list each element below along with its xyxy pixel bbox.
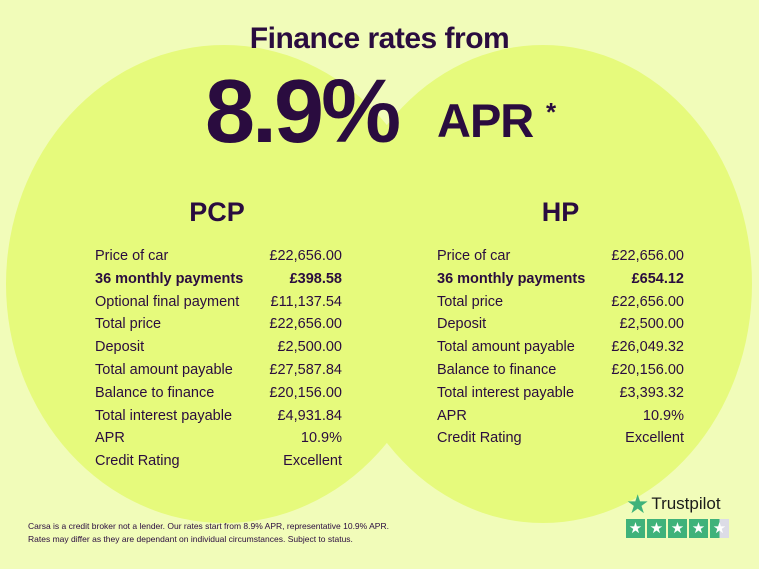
trustpilot-badge: ★ Trustpilot ★ ★ ★ ★ ★ (626, 489, 729, 538)
hp-row: APR 10.9% (437, 405, 684, 428)
row-value: £20,156.00 (611, 361, 684, 378)
row-value: £2,500.00 (277, 339, 342, 356)
trustpilot-name: Trustpilot (651, 494, 721, 513)
row-value: £22,656.00 (269, 316, 342, 333)
star-icon: ★ (626, 489, 650, 519)
row-value: £2,500.00 (619, 316, 684, 333)
disclaimer-line-2: Rates may differ as they are dependant o… (28, 534, 353, 544)
hp-row: Total amount payable £26,049.32 (437, 336, 684, 359)
row-label: Credit Rating (437, 430, 522, 447)
row-value: £3,393.32 (619, 384, 684, 401)
rate-suffix: APR (437, 94, 534, 147)
pcp-row: Credit Rating Excellent (95, 450, 342, 473)
row-label: 36 monthly payments (437, 270, 586, 287)
row-value: £4,931.84 (277, 407, 342, 424)
hp-row: Total price £22,656.00 (437, 291, 684, 314)
row-value: £398.58 (289, 270, 342, 287)
pcp-row: Price of car £22,656.00 (95, 245, 342, 268)
pcp-row: Total interest payable £4,931.84 (95, 405, 342, 428)
pcp-row: Total amount payable £27,587.84 (95, 359, 342, 382)
trustpilot-rating: ★ ★ ★ ★ ★ (626, 519, 729, 538)
pcp-row: Total price £22,656.00 (95, 313, 342, 336)
row-label: Deposit (437, 316, 487, 333)
row-label: Balance to finance (95, 384, 215, 401)
right-circle-bg (334, 45, 752, 523)
rating-star-icon: ★ (647, 519, 666, 538)
row-label: Total price (437, 293, 504, 310)
row-value: £11,137.54 (270, 293, 343, 310)
row-value: £20,156.00 (269, 384, 342, 401)
row-value: 10.9% (300, 430, 342, 447)
hp-table: HP Price of car £22,656.00 36 monthly paym… (437, 197, 684, 450)
row-label: Deposit (95, 339, 145, 356)
row-label: Total interest payable (437, 384, 575, 401)
row-value: £22,656.00 (269, 248, 342, 264)
row-label: APR (95, 430, 125, 447)
rating-star-icon: ★ (626, 519, 645, 538)
hp-row: Credit Rating Excellent (437, 427, 684, 450)
row-value: £27,587.84 (269, 361, 342, 378)
rate-value: 8.9% (205, 62, 401, 162)
row-value: Excellent (625, 430, 684, 447)
row-label: Total amount payable (437, 339, 575, 356)
row-label: Price of car (437, 248, 511, 264)
row-label: Total amount payable (95, 361, 233, 378)
row-label: 36 monthly payments (95, 270, 244, 287)
row-label: Total interest payable (95, 407, 233, 424)
row-label: Optional final payment (95, 293, 240, 310)
row-label: Balance to finance (437, 361, 557, 378)
pcp-table: PCP Price of car £22,656.00 36 monthly pay… (95, 197, 342, 473)
pcp-row: Balance to finance £20,156.00 (95, 382, 342, 405)
row-value: £22,656.00 (611, 248, 684, 264)
hp-row: Deposit £2,500.00 (437, 313, 684, 336)
hp-row: Balance to finance £20,156.00 (437, 359, 684, 382)
rating-star-icon: ★ (689, 519, 708, 538)
hp-row: 36 monthly payments £654.12 (437, 268, 684, 291)
row-value: £654.12 (631, 270, 684, 287)
rating-star-icon: ★ (668, 519, 687, 538)
pcp-row: APR 10.9% (95, 427, 342, 450)
headline: Finance rates from (249, 22, 510, 55)
row-label: APR (437, 407, 467, 424)
row-label: Credit Rating (95, 453, 180, 470)
asterisk: * (546, 97, 557, 127)
pcp-row: 36 monthly payments £398.58 (95, 268, 342, 291)
row-label: Total price (95, 316, 162, 333)
row-label: Price of car (95, 248, 169, 264)
disclaimer: Carsa is a credit broker not a lender. O… (28, 520, 389, 546)
pcp-row: Deposit £2,500.00 (95, 336, 342, 359)
hp-row: Total interest payable £3,393.32 (437, 382, 684, 405)
pcp-row: Optional final payment £11,137.54 (95, 291, 342, 314)
hp-row: Price of car £22,656.00 (437, 245, 684, 268)
row-value: £22,656.00 (611, 293, 684, 310)
hp-title: HP (541, 197, 580, 227)
pcp-title: PCP (189, 197, 245, 227)
disclaimer-line-1: Carsa is a credit broker not a lender. O… (28, 521, 389, 531)
rating-star-icon: ★ (710, 519, 729, 538)
row-value: £26,049.32 (611, 339, 684, 356)
row-value: 10.9% (642, 407, 684, 424)
row-value: Excellent (283, 453, 342, 470)
